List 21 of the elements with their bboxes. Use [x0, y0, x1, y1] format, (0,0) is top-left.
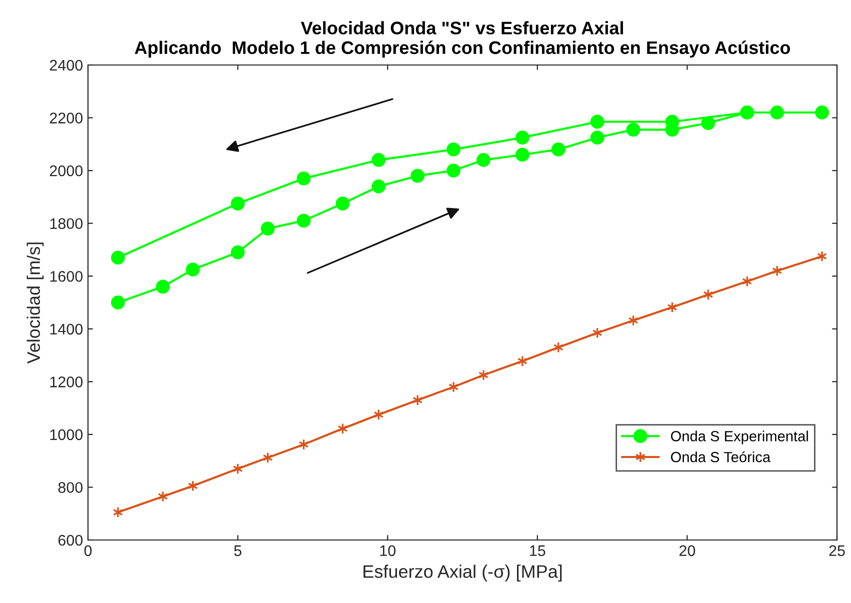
- y-tick-label: 800: [58, 482, 83, 493]
- x-tick-label: 15: [530, 545, 546, 556]
- legend-label: Onda S Experimental: [670, 430, 808, 444]
- y-axis-title: Velocidad [m/s]: [26, 242, 44, 364]
- x-tick-label: 20: [679, 545, 696, 556]
- y-tick-label: 1400: [50, 324, 83, 335]
- y-tick-label: 1200: [50, 376, 83, 388]
- x-tick-label: 0: [84, 545, 92, 556]
- y-tick-label: 1600: [50, 270, 83, 282]
- y-tick-label: 2400: [50, 60, 83, 71]
- y-tick-label: 600: [58, 534, 83, 546]
- y-tick-label: 2000: [50, 165, 83, 176]
- chart-title: Velocidad Onda "S" vs Esfuerzo Axial Aplicando Modelo 1 de Compresión con Confinamiento en Ensayo Acústico: [134, 21, 790, 58]
- x-tick-label: 10: [380, 545, 396, 556]
- legend-label: Onda S Teórica: [670, 451, 771, 462]
- y-tick-label: 2200: [50, 112, 83, 124]
- y-tick-label: 1800: [50, 218, 83, 230]
- y-tick-label: 1000: [50, 429, 83, 440]
- x-tick-label: 5: [234, 545, 242, 556]
- x-axis-title: Esfuerzo Axial (-σ) [MPa]: [364, 564, 562, 582]
- x-tick-label: 25: [829, 545, 845, 556]
